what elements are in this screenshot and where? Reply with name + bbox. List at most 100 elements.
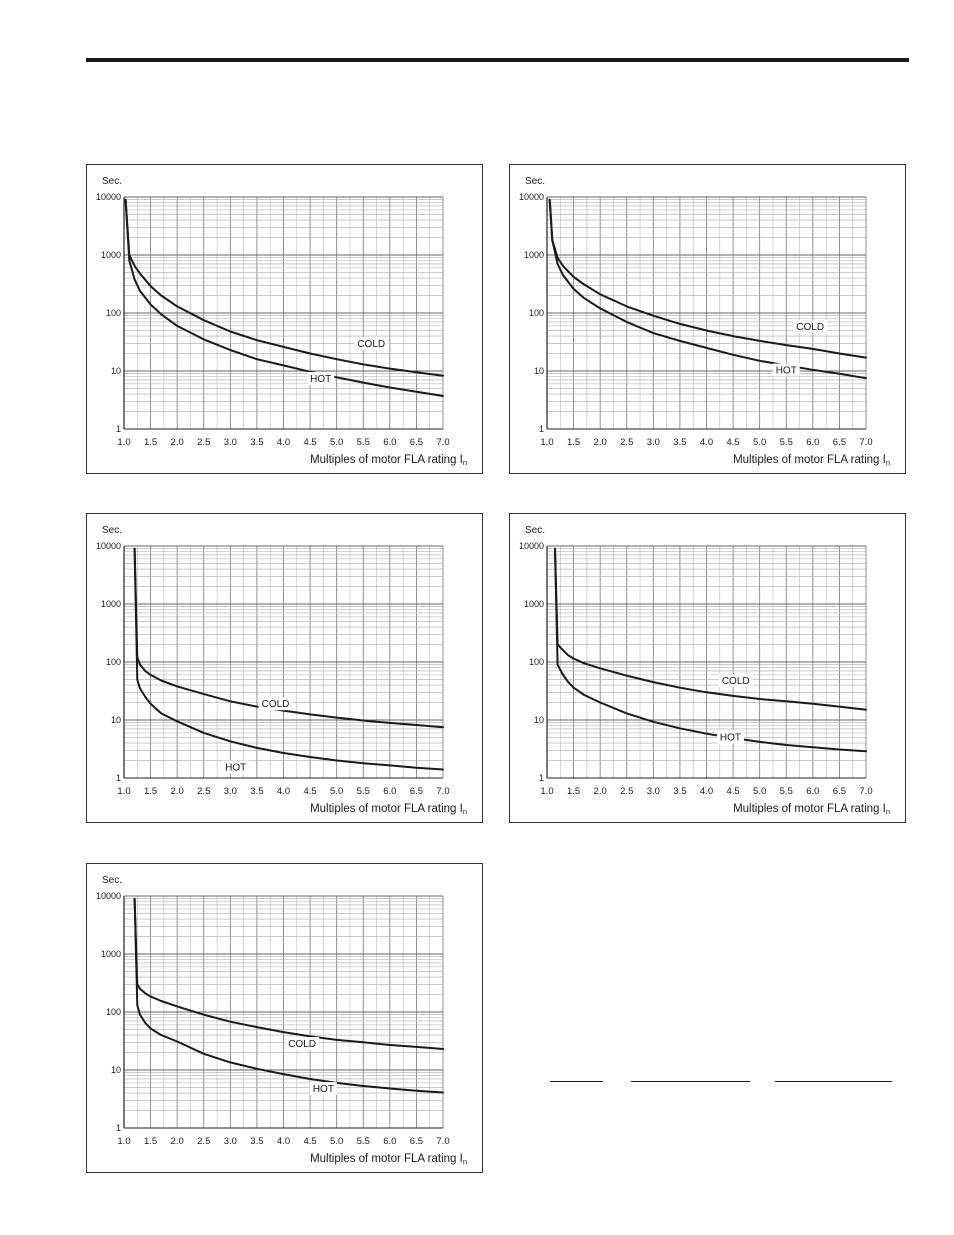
y-tick-label: 10 <box>534 366 544 376</box>
x-tick-label: 1.5 <box>144 786 157 797</box>
x-tick-label: 1.5 <box>567 786 580 797</box>
y-tick-label: 1 <box>539 773 544 783</box>
blank-line-3 <box>775 1081 892 1082</box>
series-label-bg <box>258 697 293 711</box>
x-tick-label: 3.5 <box>250 437 263 448</box>
x-tick-label: 4.5 <box>303 786 316 797</box>
x-tick-label: 4.0 <box>700 437 713 448</box>
x-tick-label: 6.5 <box>410 437 423 448</box>
y-tick-label: 1 <box>539 424 544 434</box>
x-tick-label: 4.0 <box>700 786 713 797</box>
x-tick-label: 2.0 <box>594 786 607 797</box>
y-tick-label: 10000 <box>519 541 544 551</box>
x-tick-label: 5.5 <box>357 437 370 448</box>
trip-curve-chart-2: Sec. 1 10 100 1000 10000 1.0 1.5 2.0 2.5 3.0 3.5 4.0… <box>509 164 906 474</box>
series-label-hot: HOT <box>225 763 246 774</box>
x-tick-label: 1.5 <box>144 437 157 448</box>
series-label-bg <box>307 371 335 385</box>
series-label-hot: HOT <box>720 732 741 743</box>
x-tick-label: 7.0 <box>859 437 872 448</box>
chart-svg: Sec. 1 10 100 1000 10000 1.0 1.5 2.0 2.5 3.0 3.5 4.0… <box>519 525 890 816</box>
series-line-hot <box>133 547 444 771</box>
x-tick-label: 1.0 <box>117 1136 130 1147</box>
series-label-cold: COLD <box>262 699 290 710</box>
x-axis-label: Multiples of motor FLA rating In <box>310 1153 467 1166</box>
x-tick-label: 4.0 <box>277 786 290 797</box>
x-tick-label: 3.5 <box>673 437 686 448</box>
series-label-bg <box>772 363 800 377</box>
series-label-cold: COLD <box>288 1039 316 1050</box>
x-tick-label: 2.0 <box>594 437 607 448</box>
x-tick-label: 5.0 <box>753 786 766 797</box>
blank-line-2 <box>631 1081 750 1082</box>
trip-curve-chart-1: Sec. 1 10 100 1000 10000 1.0 1.5 2.0 2.5 3.0 3.5 4.0… <box>86 164 483 474</box>
x-tick-label: 5.0 <box>753 437 766 448</box>
x-tick-label: 7.0 <box>436 437 449 448</box>
y-unit-label: Sec. <box>102 875 122 886</box>
y-tick-label: 10000 <box>96 192 121 202</box>
x-tick-label: 3.0 <box>224 1136 237 1147</box>
y-tick-label: 1000 <box>101 599 121 609</box>
x-tick-label: 3.0 <box>224 786 237 797</box>
x-tick-label: 6.0 <box>806 437 819 448</box>
y-tick-label: 1 <box>116 424 121 434</box>
x-axis-label: Multiples of motor FLA rating In <box>733 803 890 816</box>
x-tick-label: 5.5 <box>780 437 793 448</box>
y-tick-label: 100 <box>529 308 544 318</box>
y-tick-label: 100 <box>106 1007 121 1017</box>
series-label-bg <box>285 1036 320 1050</box>
series-line-cold <box>124 198 444 377</box>
x-tick-label: 3.5 <box>250 786 263 797</box>
blank-line-1 <box>550 1081 603 1082</box>
y-tick-label: 100 <box>106 308 121 318</box>
x-tick-label: 5.5 <box>780 786 793 797</box>
y-tick-label: 1000 <box>101 949 121 959</box>
x-tick-label: 7.0 <box>436 786 449 797</box>
x-tick-label: 7.0 <box>859 786 872 797</box>
trip-curve-chart-5: Sec. 1 10 100 1000 10000 1.0 1.5 2.0 2.5 3.0 3.5 4.0… <box>86 863 483 1173</box>
x-tick-label: 1.0 <box>117 786 130 797</box>
gridlines <box>123 545 444 779</box>
x-tick-label: 4.5 <box>726 437 739 448</box>
series-line-hot <box>133 897 444 1094</box>
x-tick-label: 7.0 <box>436 1136 449 1147</box>
trip-curve-chart-3: Sec. 1 10 100 1000 10000 1.0 1.5 2.0 2.5 3.0 3.5 4.0… <box>86 513 483 823</box>
x-tick-label: 2.0 <box>171 1136 184 1147</box>
y-unit-label: Sec. <box>102 525 122 536</box>
x-tick-label: 1.5 <box>144 1136 157 1147</box>
x-tick-label: 4.5 <box>303 437 316 448</box>
x-tick-label: 5.0 <box>330 786 343 797</box>
y-tick-label: 10 <box>111 366 121 376</box>
x-tick-label: 5.5 <box>357 786 370 797</box>
gridlines <box>123 196 444 430</box>
x-tick-label: 6.5 <box>410 786 423 797</box>
series-label-bg <box>793 320 828 334</box>
x-tick-label: 3.0 <box>647 437 660 448</box>
y-tick-label: 1000 <box>101 250 121 260</box>
x-tick-label: 2.0 <box>171 437 184 448</box>
top-rule <box>86 58 909 62</box>
x-tick-label: 1.0 <box>540 786 553 797</box>
x-tick-label: 2.5 <box>620 437 633 448</box>
x-tick-label: 3.0 <box>224 437 237 448</box>
series-line-cold <box>554 547 867 711</box>
x-tick-label: 1.5 <box>567 437 580 448</box>
series-label-bg <box>716 730 744 744</box>
x-tick-label: 1.0 <box>117 437 130 448</box>
series-label-bg <box>718 674 753 688</box>
x-tick-label: 6.5 <box>833 437 846 448</box>
x-tick-label: 2.5 <box>197 437 210 448</box>
series-line-cold <box>133 547 444 729</box>
x-tick-label: 3.0 <box>647 786 660 797</box>
chart-svg: Sec. 1 10 100 1000 10000 1.0 1.5 2.0 2.5 3.0 3.5 4.0… <box>519 176 890 467</box>
y-unit-label: Sec. <box>525 525 545 536</box>
y-unit-label: Sec. <box>525 176 545 187</box>
series-line-hot <box>548 198 867 380</box>
y-tick-label: 1 <box>116 773 121 783</box>
x-tick-label: 3.5 <box>673 786 686 797</box>
series-line-cold <box>548 198 867 359</box>
x-tick-label: 4.0 <box>277 1136 290 1147</box>
x-tick-label: 2.5 <box>197 786 210 797</box>
x-axis-label: Multiples of motor FLA rating In <box>310 803 467 816</box>
y-tick-label: 10000 <box>519 192 544 202</box>
